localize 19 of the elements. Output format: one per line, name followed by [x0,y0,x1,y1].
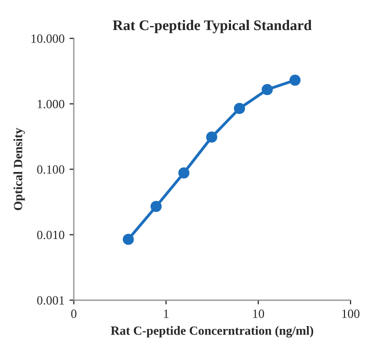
x-tick-label: 100 [342,310,360,318]
y-tick-label: 0.010 [37,230,64,240]
point [206,132,218,143]
y-tick-label: 0.100 [37,165,64,174]
point [289,74,301,86]
x-axis-title: Rat C-peptide Concerntration (ng/ml) [110,326,314,338]
x-tick-label: 0 [71,310,76,318]
y-tick-label: 0.001 [37,296,64,305]
x-tick-label: 1 [164,310,168,318]
point [122,234,134,245]
x-tick-label: 10 [253,310,264,318]
chart-title: Rat C-peptide Typical Standard [112,20,312,34]
y-tick-label: 1.000 [38,100,64,108]
y-axis-title: Optical Density [13,128,25,210]
point [150,200,162,212]
y-tick-label: 10.000 [31,34,64,43]
point [178,167,190,178]
point [234,102,246,114]
point [262,84,273,96]
